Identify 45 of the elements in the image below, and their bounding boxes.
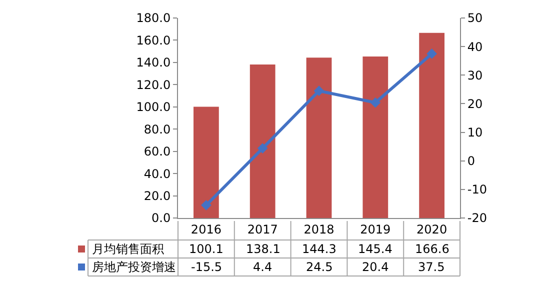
x-tick-label: 2018 — [304, 222, 334, 236]
data-label: 138.1 — [246, 242, 280, 256]
point — [257, 143, 268, 154]
bar — [419, 32, 444, 218]
y2-tick-label: 30 — [467, 68, 483, 82]
y2-tick-label: 40 — [467, 40, 483, 54]
data-label: 145.4 — [358, 242, 392, 256]
y-tick-label: 20.0 — [144, 188, 171, 203]
data-label: 166.6 — [415, 242, 450, 256]
point — [370, 97, 381, 108]
y2-tick-label: 50 — [467, 11, 483, 26]
y-tick-label: 60.0 — [144, 144, 171, 159]
point — [314, 86, 324, 96]
legend-label: 房地产投资增速 — [92, 260, 176, 274]
y2-tick-label: 0 — [467, 154, 476, 168]
y-tick-label: 40.0 — [144, 166, 171, 181]
data-label: 37.5 — [418, 260, 445, 274]
data-label: 100.1 — [189, 242, 224, 256]
y-tick-label: 120.0 — [136, 78, 171, 92]
x-tick-label: 2019 — [360, 222, 391, 236]
bar — [194, 106, 219, 218]
data-label: 20.4 — [362, 260, 389, 274]
y-tick-label: 100.0 — [136, 100, 171, 114]
data-label: 24.5 — [306, 260, 333, 274]
y-tick-label: 0.0 — [152, 211, 171, 226]
data-label: -15.5 — [191, 260, 222, 274]
x-tick-label: 2017 — [247, 222, 278, 236]
data-label: 4.4 — [253, 260, 272, 274]
y2-tick-label: -20 — [467, 211, 488, 226]
point — [426, 48, 437, 59]
y-tick-label: 180.0 — [136, 11, 171, 26]
point — [201, 200, 212, 210]
y2-tick-label: 10 — [467, 125, 483, 140]
x-tick-label: 2016 — [190, 222, 222, 236]
data-label: 144.3 — [302, 242, 336, 256]
y-tick-label: 80.0 — [144, 122, 171, 136]
bar — [250, 64, 276, 218]
y2-tick-label: -10 — [467, 182, 488, 197]
y-tick-label: 160.0 — [136, 33, 171, 48]
bar — [306, 58, 332, 218]
y2-tick-label: 20 — [467, 96, 483, 111]
legend-label: 月均销售面积 — [92, 242, 164, 256]
y-tick-label: 140.0 — [136, 56, 171, 70]
x-tick-label: 2020 — [416, 222, 448, 236]
bar — [362, 56, 388, 218]
